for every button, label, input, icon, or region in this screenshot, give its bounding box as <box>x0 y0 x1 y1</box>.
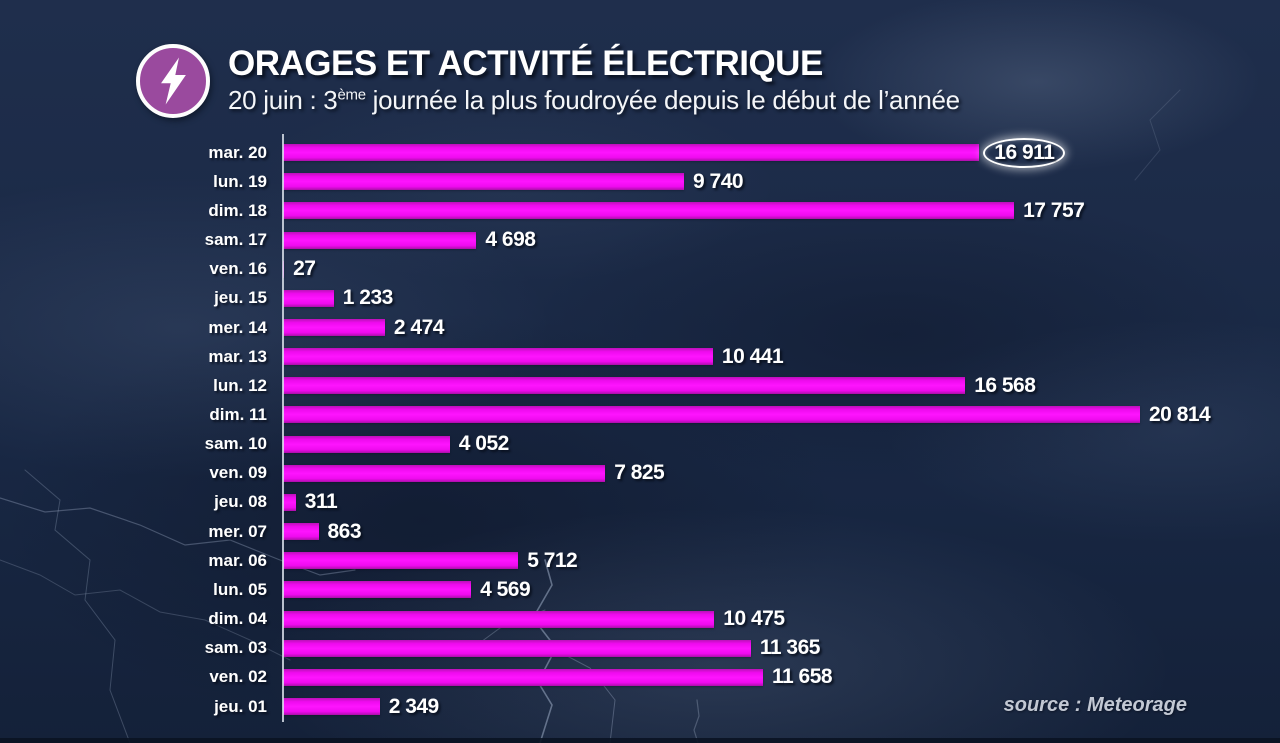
lightning-bolt-icon <box>161 57 186 105</box>
y-axis-line <box>282 134 284 722</box>
page-subtitle: 20 juin : 3ème journée la plus foudroyée… <box>228 85 960 116</box>
value-label: 2 349 <box>388 694 440 718</box>
value-bar <box>283 231 477 249</box>
chart-row: dim. 18 17 757 <box>0 196 1280 225</box>
category-label: ven. 02 <box>209 667 267 687</box>
value-label: 5 712 <box>527 548 578 572</box>
chart-row: mar. 20 16 911 <box>0 137 1280 168</box>
value-bar <box>283 610 715 628</box>
chart-row: ven. 09 7 825 <box>0 459 1280 488</box>
chart-row: sam. 03 11 365 <box>0 634 1280 663</box>
value-label: 9 740 <box>693 169 744 193</box>
category-label: mar. 20 <box>208 142 267 162</box>
value-label: 16 568 <box>974 373 1036 397</box>
source-credit: source : Meteorage <box>1003 694 1187 716</box>
chart-row: ven. 02 11 658 <box>0 663 1280 692</box>
value-bar <box>283 289 334 307</box>
value-bar <box>283 464 606 482</box>
chart-row: mer. 07 863 <box>0 517 1280 546</box>
category-label: jeu. 15 <box>214 288 267 308</box>
chart-row: lun. 19 9 740 <box>0 167 1280 196</box>
chart-row: jeu. 01 2 349 <box>0 692 1280 721</box>
subtitle-prefix: 20 juin : 3 <box>228 85 338 115</box>
value-label: 27 <box>293 257 316 281</box>
value-label: 17 757 <box>1023 198 1085 222</box>
value-label: 1 233 <box>342 286 394 310</box>
value-label: 20 814 <box>1149 402 1211 426</box>
category-label: dim. 04 <box>208 609 267 629</box>
category-label: ven. 16 <box>209 259 267 279</box>
value-bar <box>283 668 763 686</box>
value-bar <box>283 348 713 366</box>
value-label: 863 <box>327 519 362 543</box>
value-bar <box>283 377 966 395</box>
value-bar <box>283 435 450 453</box>
chart-row: dim. 04 10 475 <box>0 605 1280 634</box>
category-label: dim. 11 <box>209 404 267 424</box>
chart-row: sam. 17 4 698 <box>0 225 1280 254</box>
value-bar <box>283 639 751 657</box>
value-label: 11 365 <box>759 636 821 660</box>
value-label: 4 052 <box>458 432 510 456</box>
value-bar <box>283 493 296 511</box>
category-label: jeu. 08 <box>214 492 267 512</box>
value-bar <box>283 173 684 191</box>
value-bar <box>283 552 519 570</box>
chart-row: lun. 05 4 569 <box>0 575 1280 604</box>
category-label: mar. 06 <box>208 550 267 570</box>
category-label: dim. 18 <box>208 200 267 220</box>
category-label: ven. 09 <box>209 463 267 483</box>
value-label: 4 569 <box>480 577 531 601</box>
chart-row: mer. 14 2 474 <box>0 313 1280 342</box>
lightning-badge <box>136 44 210 118</box>
bottom-edge-strip <box>0 738 1280 743</box>
value-bar <box>283 319 385 337</box>
subtitle-suffix: journée la plus foudroyée depuis le débu… <box>365 85 961 115</box>
value-label: 10 475 <box>723 607 785 631</box>
category-label: sam. 03 <box>204 638 267 658</box>
value-bar <box>283 144 980 162</box>
value-label: 2 474 <box>393 315 445 339</box>
category-label: jeu. 01 <box>214 696 267 716</box>
chart-row: ven. 16 27 <box>0 255 1280 284</box>
category-label: lun. 12 <box>213 375 267 395</box>
value-label: 311 <box>304 490 338 514</box>
value-bar <box>283 581 472 599</box>
value-label: 10 441 <box>721 344 784 368</box>
category-label: mar. 13 <box>208 346 267 366</box>
chart-row: jeu. 15 1 233 <box>0 284 1280 313</box>
chart-row: dim. 11 20 814 <box>0 400 1280 429</box>
chart-row: mar. 13 10 441 <box>0 342 1280 371</box>
value-label: 11 658 <box>772 665 833 689</box>
category-label: lun. 19 <box>213 171 267 191</box>
category-label: mer. 14 <box>208 317 267 337</box>
value-bar <box>283 523 319 541</box>
chart-row: mar. 06 5 712 <box>0 546 1280 575</box>
chart-rows: mar. 20 16 911 lun. 19 9 740 dim. 18 17 757 sa… <box>0 137 1280 721</box>
value-bar <box>283 406 1140 424</box>
chart-row: lun. 12 16 568 <box>0 371 1280 400</box>
chart-row: sam. 10 4 052 <box>0 430 1280 459</box>
category-label: mer. 07 <box>208 521 267 541</box>
value-label: 7 825 <box>614 461 665 485</box>
value-bar <box>283 202 1015 220</box>
highlight-ellipse-value: 16 911 <box>983 137 1066 168</box>
chart-row: jeu. 08 311 <box>0 488 1280 517</box>
title-block: ORAGES ET ACTIVITÉ ÉLECTRIQUE 20 juin : … <box>228 44 960 116</box>
category-label: sam. 10 <box>204 434 267 454</box>
value-label: 4 698 <box>485 228 536 252</box>
daily-lightning-bar-chart: mar. 20 16 911 lun. 19 9 740 dim. 18 17 757 sa… <box>0 134 1280 722</box>
value-bar <box>283 698 380 716</box>
category-label: lun. 05 <box>213 579 267 599</box>
subtitle-superscript: ème <box>337 86 366 104</box>
page-title: ORAGES ET ACTIVITÉ ÉLECTRIQUE <box>228 44 823 83</box>
category-label: sam. 17 <box>204 230 267 250</box>
